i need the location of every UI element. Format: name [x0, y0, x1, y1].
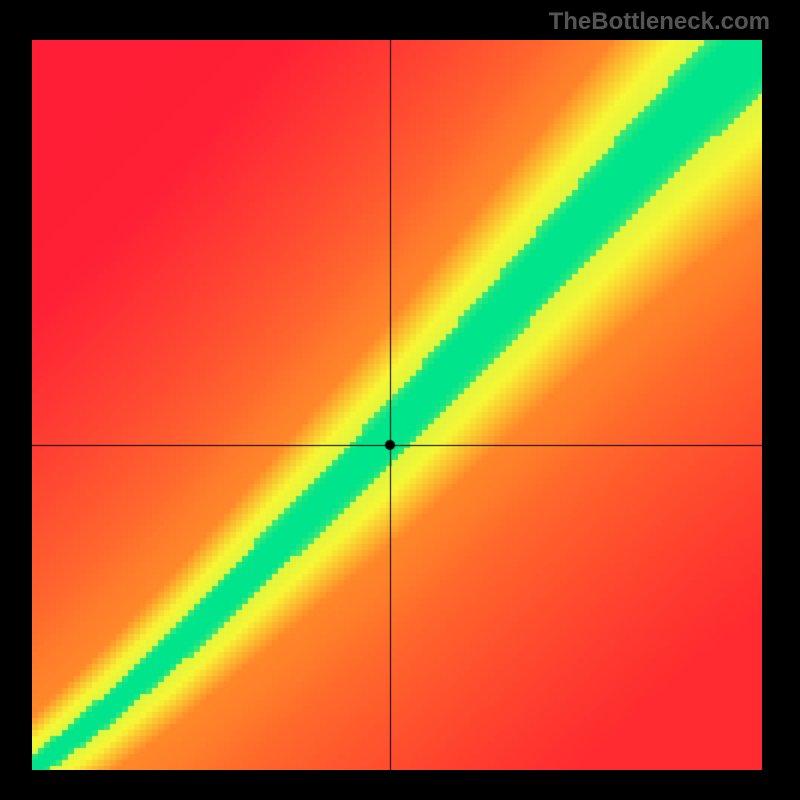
plot-area	[32, 40, 762, 770]
heatmap-canvas	[32, 40, 762, 770]
watermark-text: TheBottleneck.com	[549, 8, 770, 36]
